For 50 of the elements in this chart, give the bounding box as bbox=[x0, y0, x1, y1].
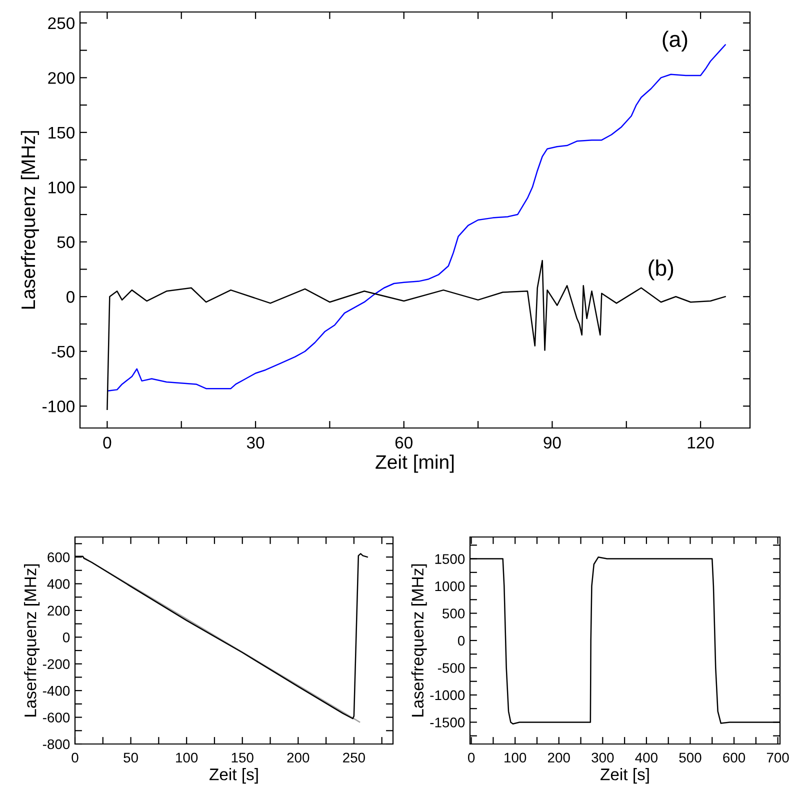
y-tick-label: 250 bbox=[48, 17, 74, 30]
y-axis-title: Laserfrequenz [MHz] bbox=[20, 131, 40, 309]
y-tick-label: 0 bbox=[62, 632, 70, 642]
y-tick-label: 0 bbox=[66, 291, 74, 303]
x-tick-label: 250 bbox=[343, 752, 365, 763]
y-tick-label: 100 bbox=[48, 182, 74, 194]
x-tick-label: 200 bbox=[548, 752, 570, 763]
y-tick-label: -500 bbox=[438, 663, 465, 673]
y-tick-label: -100 bbox=[42, 400, 74, 412]
y-tick-label: 1000 bbox=[435, 581, 465, 592]
x-tick-label: 100 bbox=[176, 752, 198, 763]
x-tick-label: 90 bbox=[544, 436, 561, 449]
y-tick-label: 500 bbox=[442, 608, 465, 618]
y-tick-label: 0 bbox=[458, 636, 465, 646]
annotation: (a) bbox=[662, 30, 688, 52]
y-tick-label: 600 bbox=[48, 552, 70, 562]
x-tick-label: 60 bbox=[395, 436, 412, 449]
x-tick-label: 200 bbox=[287, 752, 310, 763]
x-tick-label: 500 bbox=[679, 752, 702, 763]
y-tick-label: -1000 bbox=[430, 690, 465, 700]
y-tick-label: -400 bbox=[42, 686, 70, 696]
y-tick-label: 50 bbox=[57, 236, 74, 248]
y-tick-label: 400 bbox=[47, 579, 70, 589]
x-tick-label: 150 bbox=[232, 752, 254, 763]
x-tick-label: 100 bbox=[504, 752, 526, 763]
x-tick-label: 0 bbox=[468, 752, 475, 763]
y-tick-label: -50 bbox=[52, 346, 74, 358]
y-tick-label: 1500 bbox=[435, 554, 465, 564]
y-tick-label: -1500 bbox=[430, 718, 465, 728]
y-axis-title: Laserfrequenz [MHz] bbox=[411, 564, 427, 716]
x-tick-label: 50 bbox=[124, 752, 138, 763]
x-tick-label: 600 bbox=[723, 752, 746, 763]
x-tick-label: 0 bbox=[103, 436, 112, 449]
x-tick-label: 400 bbox=[635, 752, 658, 763]
x-tick-label: 120 bbox=[688, 436, 714, 449]
line-series bbox=[106, 260, 726, 410]
x-tick-label: 700 bbox=[766, 752, 789, 763]
y-tick-label: -800 bbox=[42, 739, 70, 750]
y-tick-label: 150 bbox=[48, 126, 74, 139]
y-tick-label: -200 bbox=[42, 659, 70, 670]
x-tick-label: 30 bbox=[246, 436, 264, 449]
y-tick-label: 200 bbox=[48, 606, 70, 616]
y-tick-label: 200 bbox=[48, 72, 74, 84]
x-axis-title: Zeit [s] bbox=[600, 768, 649, 784]
x-axis-title: Zeit [min] bbox=[376, 454, 454, 473]
y-tick-label: -600 bbox=[42, 712, 70, 722]
x-axis-title: Zeit [s] bbox=[210, 768, 258, 784]
y-axis-title: Laserfrequenz [MHz] bbox=[24, 564, 40, 716]
x-tick-label: 300 bbox=[592, 752, 614, 763]
annotation: (b) bbox=[648, 260, 674, 280]
